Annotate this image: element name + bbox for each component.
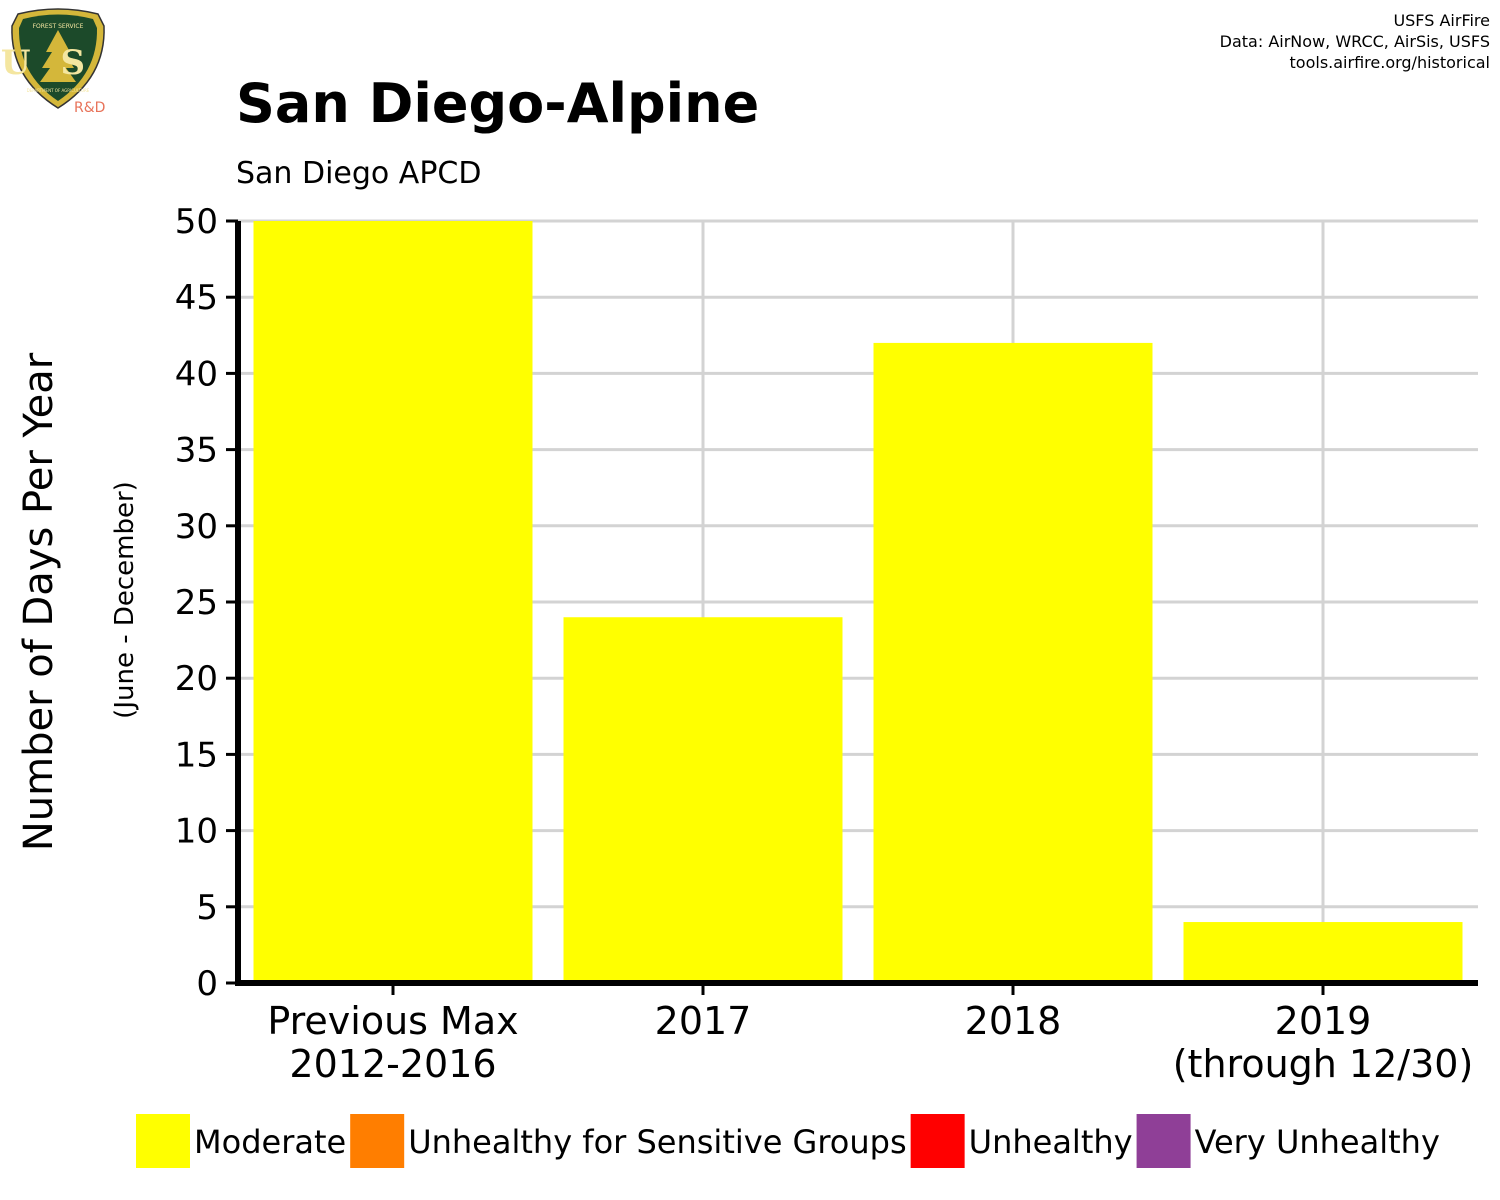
y-tick-label: 40: [175, 354, 218, 394]
x-tick-label: 2012-2016: [289, 1042, 496, 1086]
legend-swatch-2: [910, 1114, 965, 1168]
x-tick-label: 2017: [655, 999, 752, 1043]
x-tick-label: Previous Max: [267, 999, 518, 1043]
y-tick-label: 5: [196, 888, 218, 928]
x-tick-label: 2018: [965, 999, 1062, 1043]
bar-2: [873, 342, 1153, 983]
credit-line-2: Data: AirNow, WRCC, AirSis, USFS: [1219, 32, 1490, 51]
legend-swatch-3: [1136, 1114, 1191, 1168]
logo-bottom-text: DEPARTMENT OF AGRICULTURE: [27, 88, 90, 93]
y-tick-label: 30: [175, 507, 218, 547]
y-tick-label: 35: [175, 431, 218, 471]
legend-swatch-0: [136, 1114, 190, 1168]
bar-3: [1183, 922, 1463, 983]
chart-subtitle: San Diego APCD: [236, 156, 482, 191]
y-axis-subtitle: (June - December): [110, 481, 140, 719]
logo-letters: US: [1, 43, 115, 83]
y-tick-label: 20: [175, 659, 218, 699]
y-tick-label: 10: [175, 812, 218, 852]
y-axis-title: Number of Days Per Year: [16, 352, 62, 851]
x-tick-label: (through 12/30): [1173, 1042, 1474, 1086]
credit-line-3: tools.airfire.org/historical: [1289, 53, 1490, 72]
x-tick-label: 2019: [1275, 999, 1372, 1043]
legend-swatch-1: [350, 1114, 405, 1168]
forest-service-logo: US FOREST SERVICE DEPARTMENT OF AGRICULT…: [1, 8, 115, 116]
legend-label-0: Moderate: [194, 1123, 346, 1161]
y-tick-label: 45: [175, 278, 218, 318]
legend-label-2: Unhealthy: [969, 1123, 1133, 1161]
legend-label-1: Unhealthy for Sensitive Groups: [408, 1123, 906, 1161]
y-tick-label: 15: [175, 735, 218, 775]
logo-tag: R&D: [74, 100, 105, 116]
y-tick-label: 0: [196, 964, 218, 1004]
chart-title: San Diego-Alpine: [236, 72, 760, 135]
y-tick-label: 50: [175, 202, 218, 242]
bar-0: [253, 221, 533, 983]
y-tick-label: 25: [175, 583, 218, 623]
credit-line-1: USFS AirFire: [1393, 11, 1490, 30]
bar-1: [563, 617, 843, 983]
logo-top-text: FOREST SERVICE: [33, 23, 84, 30]
legend-label-3: Very Unhealthy: [1195, 1123, 1440, 1161]
